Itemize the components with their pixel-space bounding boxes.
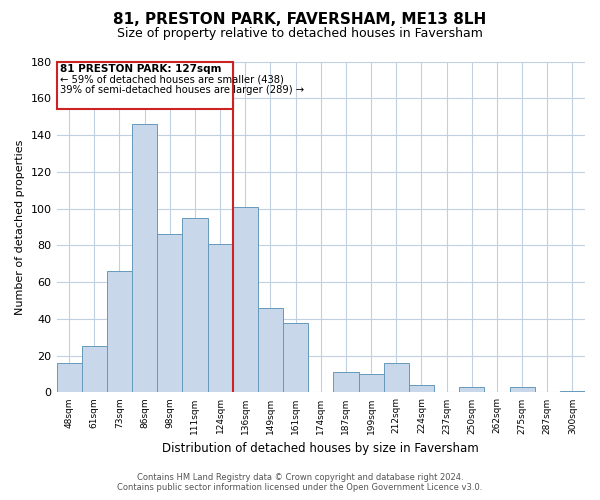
X-axis label: Distribution of detached houses by size in Faversham: Distribution of detached houses by size …	[163, 442, 479, 455]
Text: 39% of semi-detached houses are larger (289) →: 39% of semi-detached houses are larger (…	[61, 86, 304, 96]
Bar	[409, 385, 434, 392]
Bar	[82, 346, 107, 393]
Bar	[157, 234, 182, 392]
Bar	[132, 124, 157, 392]
FancyBboxPatch shape	[56, 62, 233, 110]
Bar	[258, 308, 283, 392]
Bar	[334, 372, 359, 392]
Bar	[208, 244, 233, 392]
Bar	[283, 322, 308, 392]
Text: Contains HM Land Registry data © Crown copyright and database right 2024.
Contai: Contains HM Land Registry data © Crown c…	[118, 473, 482, 492]
Bar	[182, 218, 208, 392]
Bar	[560, 390, 585, 392]
Bar	[459, 387, 484, 392]
Bar	[359, 374, 383, 392]
Text: ← 59% of detached houses are smaller (438): ← 59% of detached houses are smaller (43…	[61, 74, 284, 85]
Bar	[233, 206, 258, 392]
Bar	[383, 363, 409, 392]
Y-axis label: Number of detached properties: Number of detached properties	[15, 140, 25, 314]
Bar	[56, 363, 82, 392]
Text: 81, PRESTON PARK, FAVERSHAM, ME13 8LH: 81, PRESTON PARK, FAVERSHAM, ME13 8LH	[113, 12, 487, 28]
Bar	[509, 387, 535, 392]
Text: Size of property relative to detached houses in Faversham: Size of property relative to detached ho…	[117, 28, 483, 40]
Text: 81 PRESTON PARK: 127sqm: 81 PRESTON PARK: 127sqm	[61, 64, 222, 74]
Bar	[107, 271, 132, 392]
